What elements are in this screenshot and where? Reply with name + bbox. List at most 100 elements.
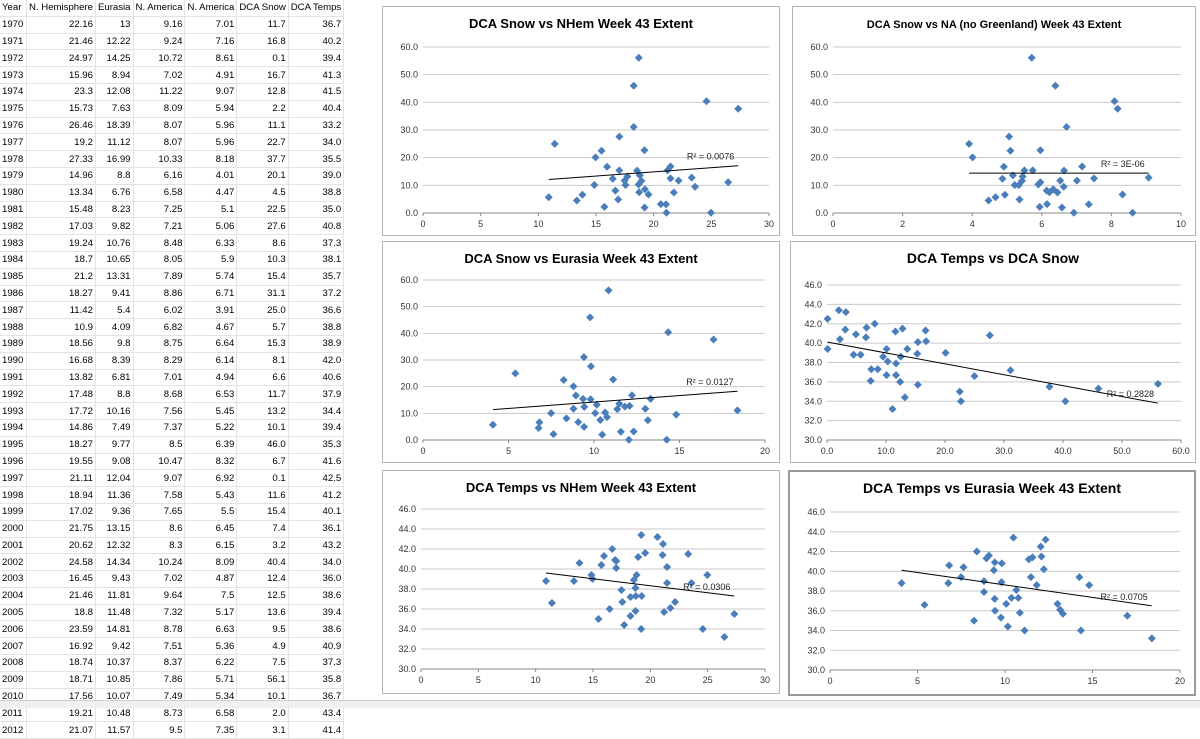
table-cell[interactable]: 9.08 <box>95 453 134 471</box>
table-cell[interactable]: 18.27 <box>26 436 96 454</box>
data-point[interactable] <box>637 592 646 600</box>
table-cell[interactable]: 12.08 <box>95 83 134 101</box>
data-point[interactable] <box>559 376 568 384</box>
table-cell[interactable]: 37.3 <box>288 654 345 672</box>
table-cell[interactable]: 37.9 <box>288 385 345 404</box>
table-cell[interactable]: 8.09 <box>184 553 238 572</box>
data-point[interactable] <box>1085 581 1094 590</box>
table-cell[interactable]: 16.7 <box>236 66 289 84</box>
table-cell[interactable]: 8.8 <box>95 385 134 404</box>
table-cell[interactable]: 6.16 <box>133 167 186 185</box>
table-cell[interactable]: 4.91 <box>184 66 238 84</box>
data-point[interactable] <box>945 561 954 570</box>
table-cell[interactable]: 40.4 <box>288 100 345 118</box>
table-cell[interactable]: 6.6 <box>236 369 289 387</box>
table-cell[interactable]: 1985 <box>0 268 27 286</box>
data-point[interactable] <box>985 331 994 340</box>
data-point[interactable] <box>991 606 1000 615</box>
table-cell[interactable]: 39.4 <box>288 604 345 622</box>
table-cell[interactable]: 36.1 <box>288 520 345 538</box>
data-point[interactable] <box>882 344 891 353</box>
data-point[interactable] <box>671 598 680 606</box>
table-cell[interactable]: 6.81 <box>95 369 134 387</box>
table-cell[interactable]: 5.94 <box>184 100 238 118</box>
table-cell[interactable]: 7.5 <box>236 654 289 672</box>
table-cell[interactable]: 7.86 <box>133 671 186 689</box>
table-cell[interactable]: 8.78 <box>133 620 186 639</box>
table-cell[interactable]: 1994 <box>0 419 27 437</box>
data-point[interactable] <box>706 208 715 217</box>
data-point[interactable] <box>627 391 636 400</box>
table-cell[interactable]: 9.8 <box>95 335 134 353</box>
data-point[interactable] <box>634 53 643 62</box>
table-cell[interactable]: 36.7 <box>288 16 345 34</box>
table-cell[interactable]: 12.4 <box>236 570 289 588</box>
table-cell[interactable]: 5.96 <box>184 117 238 135</box>
column-header[interactable]: N. America <box>133 0 186 17</box>
table-cell[interactable]: 43.2 <box>288 537 345 555</box>
chart-dca-temps-vs-nhem[interactable]: DCA Temps vs NHem Week 43 Extent 30.0 32.0… <box>382 470 780 694</box>
data-point[interactable] <box>575 559 584 567</box>
table-cell[interactable]: 3.91 <box>184 301 238 320</box>
data-point[interactable] <box>1090 174 1098 183</box>
table-cell[interactable]: 22.5 <box>236 201 289 219</box>
data-point[interactable] <box>1035 202 1044 211</box>
data-point[interactable] <box>1026 573 1035 582</box>
table-cell[interactable]: 11.81 <box>95 587 134 605</box>
data-point[interactable] <box>646 394 655 403</box>
table-cell[interactable]: 8.07 <box>133 133 186 152</box>
table-cell[interactable]: 3.1 <box>236 721 289 739</box>
data-point[interactable] <box>602 413 611 422</box>
data-point[interactable] <box>703 571 712 579</box>
data-point[interactable] <box>1039 565 1048 574</box>
data-point[interactable] <box>1017 176 1026 185</box>
table-cell[interactable]: 6.15 <box>184 537 238 555</box>
table-cell[interactable]: 23.3 <box>26 83 96 101</box>
table-cell[interactable]: 2012 <box>0 721 27 739</box>
table-cell[interactable]: 11.57 <box>95 721 134 739</box>
data-point[interactable] <box>691 182 700 191</box>
data-point[interactable] <box>990 558 999 567</box>
table-cell[interactable]: 9.36 <box>95 503 134 521</box>
table-cell[interactable]: 18.94 <box>26 486 96 504</box>
table-cell[interactable]: 39.4 <box>288 49 345 68</box>
table-cell[interactable]: 1989 <box>0 335 27 353</box>
data-point[interactable] <box>569 577 578 585</box>
data-point[interactable] <box>580 422 589 431</box>
table-cell[interactable]: 7.58 <box>133 486 186 504</box>
data-point[interactable] <box>996 613 1005 622</box>
data-point[interactable] <box>1062 122 1071 131</box>
table-cell[interactable]: 8.6 <box>236 234 289 252</box>
data-point[interactable] <box>867 365 876 374</box>
data-point[interactable] <box>882 371 891 380</box>
data-point[interactable] <box>823 314 832 323</box>
data-point[interactable] <box>511 369 520 378</box>
data-point[interactable] <box>629 122 638 131</box>
data-point[interactable] <box>620 402 629 411</box>
data-point[interactable] <box>662 208 671 217</box>
table-cell[interactable]: 7.16 <box>184 33 238 51</box>
table-cell[interactable]: 10.16 <box>95 402 134 420</box>
table-cell[interactable]: 2002 <box>0 553 27 572</box>
data-point[interactable] <box>629 427 638 436</box>
data-point[interactable] <box>922 337 931 346</box>
table-cell[interactable]: 16.68 <box>26 352 96 370</box>
table-cell[interactable]: 7.63 <box>95 100 134 118</box>
table-cell[interactable]: 41.2 <box>288 486 345 504</box>
table-cell[interactable]: 38.1 <box>288 251 345 269</box>
table-cell[interactable]: 11.7 <box>236 16 289 34</box>
table-cell[interactable]: 36.0 <box>288 570 345 588</box>
data-point[interactable] <box>970 616 979 625</box>
table-cell[interactable]: 40.2 <box>288 33 345 51</box>
table-cell[interactable]: 9.07 <box>133 469 186 488</box>
data-point[interactable] <box>594 615 603 623</box>
data-point[interactable] <box>1061 397 1070 406</box>
table-cell[interactable]: 22.7 <box>236 133 289 152</box>
data-point[interactable] <box>709 335 718 344</box>
data-point[interactable] <box>666 174 675 183</box>
table-cell[interactable]: 19.2 <box>26 133 96 152</box>
table-cell[interactable]: 8.68 <box>133 385 186 404</box>
table-cell[interactable]: 10.3 <box>236 251 289 269</box>
data-point[interactable] <box>900 393 909 402</box>
table-cell[interactable]: 16.92 <box>26 637 96 656</box>
